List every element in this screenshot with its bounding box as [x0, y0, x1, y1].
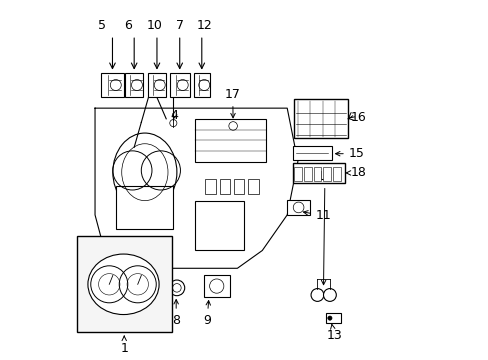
Bar	[147, 73, 166, 98]
Bar	[124, 73, 143, 98]
Bar	[325, 313, 341, 323]
Bar	[323, 167, 330, 181]
Bar	[332, 167, 340, 181]
Bar	[233, 179, 244, 194]
Bar	[169, 73, 189, 98]
Text: 7: 7	[175, 19, 183, 32]
Bar	[219, 179, 230, 194]
Circle shape	[310, 289, 323, 301]
Bar	[77, 236, 171, 332]
Text: 13: 13	[325, 324, 341, 342]
Bar	[205, 179, 216, 194]
Text: 5: 5	[98, 19, 106, 32]
Text: 2: 2	[159, 289, 167, 310]
Text: 8: 8	[172, 300, 180, 327]
Bar	[193, 73, 209, 98]
Ellipse shape	[88, 254, 159, 315]
Text: 18: 18	[346, 166, 366, 179]
Bar	[294, 99, 347, 138]
Circle shape	[327, 316, 331, 320]
Bar	[116, 186, 173, 229]
Circle shape	[323, 289, 336, 301]
Text: 3: 3	[88, 296, 98, 315]
Text: 16: 16	[347, 111, 366, 123]
Bar	[304, 167, 311, 181]
Bar	[194, 201, 244, 251]
Bar	[203, 275, 230, 297]
Bar	[313, 167, 321, 181]
Text: 1: 1	[120, 336, 128, 355]
Bar	[294, 167, 302, 181]
Text: 15: 15	[335, 147, 364, 160]
Text: 11: 11	[303, 209, 331, 222]
Bar	[247, 179, 258, 194]
Bar	[101, 73, 123, 98]
Bar	[292, 145, 331, 160]
Text: 10: 10	[146, 19, 163, 32]
Bar	[286, 200, 310, 215]
Circle shape	[169, 280, 184, 296]
Bar	[292, 163, 345, 183]
Ellipse shape	[113, 133, 177, 211]
Text: 12: 12	[196, 19, 212, 32]
Text: 14: 14	[316, 170, 332, 285]
Text: 17: 17	[224, 88, 240, 118]
Text: 9: 9	[203, 301, 211, 327]
Text: 6: 6	[123, 19, 131, 32]
Text: 4: 4	[170, 109, 178, 122]
Bar	[194, 119, 265, 162]
